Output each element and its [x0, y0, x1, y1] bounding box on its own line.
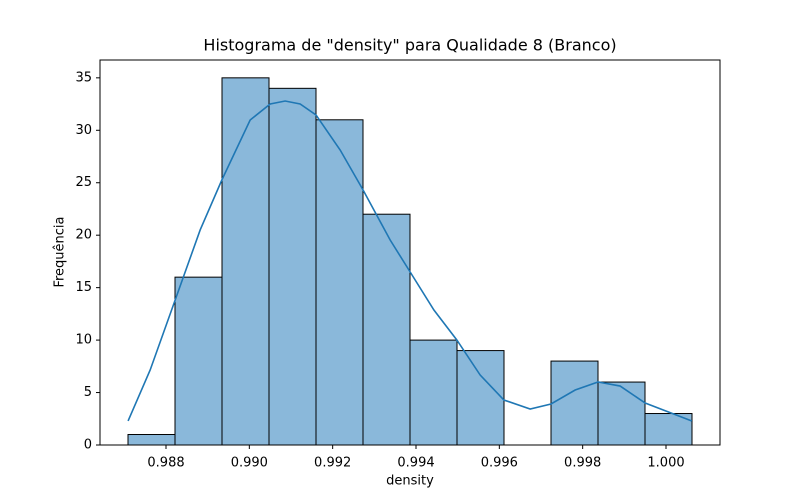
- histogram-bar: [221, 77, 270, 446]
- histogram-bar: [362, 213, 411, 446]
- y-tick-label: 25: [75, 175, 92, 190]
- y-tick-label: 15: [75, 280, 92, 295]
- x-tick-label: 0.988: [147, 456, 184, 471]
- histogram-bar: [127, 434, 176, 446]
- y-tick-label: 0: [84, 438, 92, 453]
- x-tick-label: 0.998: [564, 456, 601, 471]
- x-tick-label: 0.994: [397, 456, 434, 471]
- x-tick-label: 1.000: [647, 456, 684, 471]
- y-tick-label: 10: [75, 333, 92, 348]
- histogram-bar: [315, 119, 364, 446]
- x-tick-label: 0.992: [314, 456, 351, 471]
- histogram-bar: [597, 381, 646, 446]
- kde-line: [127, 100, 693, 422]
- y-axis-label: Frequência: [53, 216, 68, 287]
- histogram-bar: [550, 360, 599, 446]
- y-tick-label: 30: [75, 123, 92, 138]
- histogram-bar: [268, 87, 317, 446]
- chart-title: Histograma de "density" para Qualidade 8…: [203, 36, 616, 55]
- histogram-bar: [409, 339, 458, 446]
- y-tick-label: 35: [75, 70, 92, 85]
- plot-frame: [99, 59, 721, 446]
- x-axis-label: density: [386, 474, 434, 489]
- y-tick-label: 20: [75, 228, 92, 243]
- x-tick-label: 0.996: [481, 456, 518, 471]
- histogram-bar: [174, 276, 223, 446]
- y-tick-label: 5: [84, 385, 92, 400]
- x-tick-label: 0.990: [231, 456, 268, 471]
- histogram-bar: [456, 350, 505, 446]
